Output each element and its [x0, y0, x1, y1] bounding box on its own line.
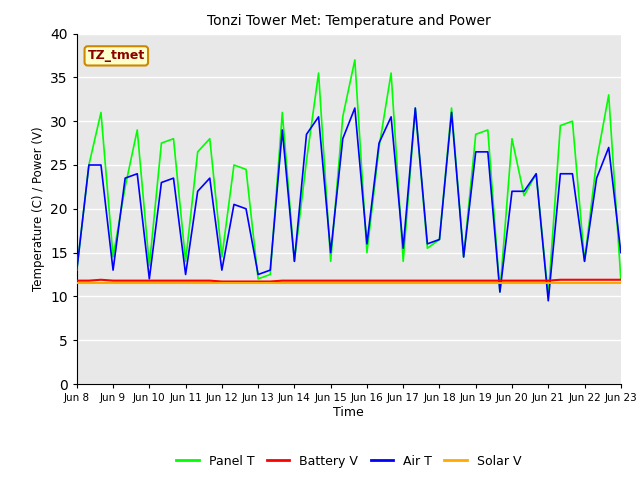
Y-axis label: Temperature (C) / Power (V): Temperature (C) / Power (V)	[31, 127, 45, 291]
X-axis label: Time: Time	[333, 406, 364, 419]
Text: TZ_tmet: TZ_tmet	[88, 49, 145, 62]
Legend: Panel T, Battery V, Air T, Solar V: Panel T, Battery V, Air T, Solar V	[171, 450, 527, 473]
Title: Tonzi Tower Met: Temperature and Power: Tonzi Tower Met: Temperature and Power	[207, 14, 491, 28]
